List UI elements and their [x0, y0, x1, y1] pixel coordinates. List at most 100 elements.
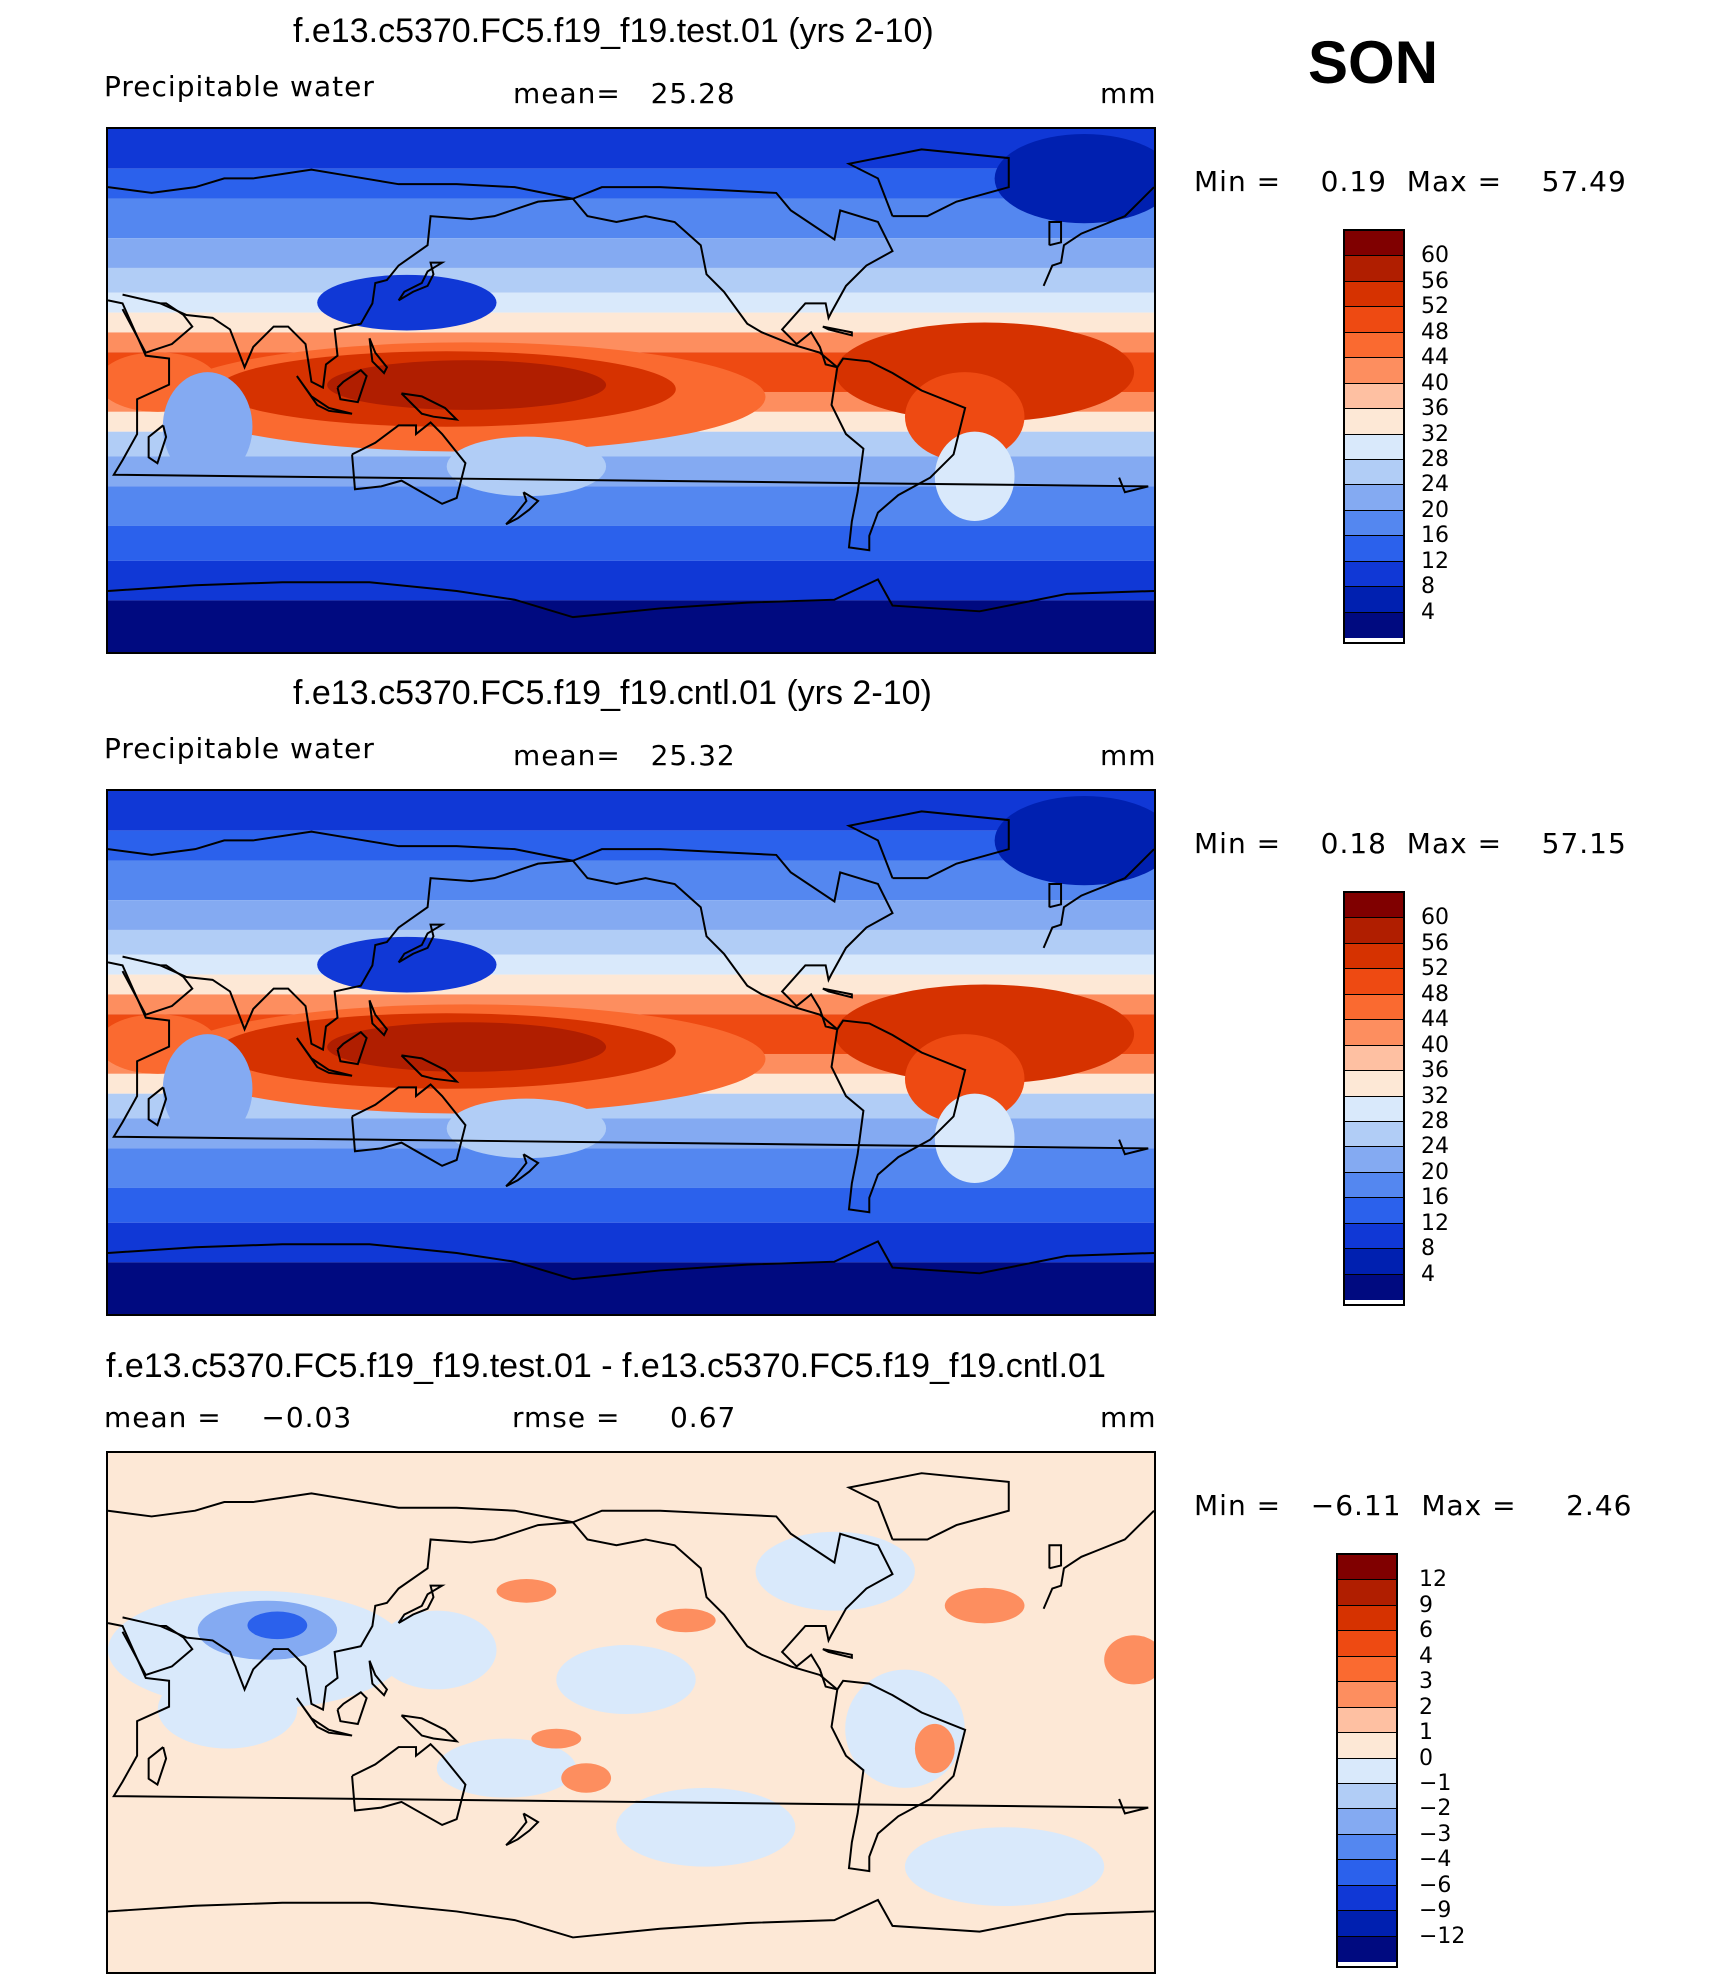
colorbar-tick-label: 44: [1421, 345, 1449, 371]
colorbar-tick-label: 24: [1421, 472, 1449, 498]
colorbar-tick-label: 40: [1421, 1032, 1449, 1058]
field-band: [108, 900, 1154, 930]
coastline: [1042, 848, 1154, 949]
colorbar-tick-label: −12: [1419, 1923, 1466, 1949]
colorbar-segment: [1338, 1860, 1396, 1886]
colorbar-segment: [1345, 612, 1403, 638]
coastline: [1042, 1510, 1154, 1610]
colorbar-tick-label: −4: [1419, 1847, 1452, 1873]
panel-1-colorbar: [1343, 229, 1405, 644]
colorbar-tick-label: 12: [1419, 1567, 1447, 1593]
colorbar-segment: [1345, 1172, 1403, 1199]
coastline: [336, 368, 368, 404]
coastline: [1048, 1544, 1063, 1570]
colorbar-tick-label: 6: [1419, 1618, 1433, 1644]
coastline: [572, 848, 894, 1031]
coastline: [336, 1691, 368, 1726]
field-band: [108, 238, 1154, 268]
coastline: [351, 1083, 467, 1167]
positive-anomaly: [531, 1728, 582, 1749]
field-band: [108, 1187, 1154, 1223]
coastline: [400, 1714, 460, 1743]
colorbar-tick-label: 40: [1421, 370, 1449, 396]
panel-3-rmse: rmse = 0.67: [512, 1401, 737, 1434]
colorbar-segment: [1345, 485, 1403, 511]
colorbar-tick-label: 36: [1421, 396, 1449, 422]
dry-region: [934, 431, 1015, 522]
panel-2-variable: Precipitable water: [104, 732, 375, 765]
panel-3-minmax: Min = −6.11 Max = 2.46: [1194, 1489, 1633, 1522]
colorbar-segment: [1338, 1783, 1396, 1810]
dry-region: [317, 274, 497, 331]
colorbar-tick-label: 20: [1421, 497, 1449, 523]
colorbar-tick-label: 9: [1419, 1592, 1433, 1618]
field-band: [108, 292, 1154, 313]
colorbar-tick-label: −1: [1419, 1770, 1452, 1796]
colorbar-segment: [1345, 1274, 1403, 1300]
moist-region: [835, 322, 1135, 422]
colorbar-segment: [1345, 459, 1403, 486]
colorbar-segment: [1338, 1758, 1396, 1784]
negative-anomaly: [556, 1645, 696, 1714]
coastline: [108, 1240, 1154, 1281]
colorbar-segment: [1345, 231, 1403, 257]
dry-region: [446, 1098, 607, 1159]
colorbar-segment: [1345, 434, 1403, 460]
panel-2-map-svg: [108, 791, 1154, 1314]
colorbar-segment: [1345, 918, 1403, 944]
colorbar-segment: [1345, 1147, 1403, 1173]
dry-region: [317, 936, 497, 993]
coastline: [505, 1812, 540, 1847]
dry-region: [162, 372, 253, 482]
panel-3-mean: mean = −0.03: [104, 1401, 353, 1434]
colorbar-segment: [1338, 1605, 1396, 1632]
field-band: [108, 560, 1154, 601]
panel-3-colorbar: [1336, 1553, 1398, 1968]
coastline: [830, 1679, 967, 1873]
coastline: [368, 1660, 389, 1697]
coastline: [351, 1742, 467, 1827]
panel-1-units: mm: [1100, 77, 1157, 110]
colorbar-segment: [1345, 383, 1403, 410]
panel-1-mean: mean= 25.28: [513, 77, 736, 110]
coastline: [572, 860, 838, 1031]
colorbar-segment: [1338, 1911, 1396, 1937]
field-band: [108, 791, 1154, 831]
panel-3-title: f.e13.c5370.FC5.f19_f19.test.01 - f.e13.…: [106, 1347, 1106, 1385]
coastline: [159, 197, 574, 390]
colorbar-segment: [1345, 1020, 1403, 1046]
diff-region: [287, 1526, 407, 1567]
moist-region: [327, 1022, 607, 1072]
panel-1-variable: Precipitable water: [104, 70, 375, 103]
colorbar-segment: [1345, 1249, 1403, 1275]
coastline: [822, 987, 853, 999]
colorbar-segment: [1345, 994, 1403, 1021]
coastline: [830, 357, 967, 552]
colorbar-tick-label: 24: [1421, 1134, 1449, 1160]
negative-anomaly: [376, 1610, 497, 1690]
coastline: [296, 1697, 353, 1737]
coastline: [505, 491, 540, 526]
colorbar-segment: [1338, 1809, 1396, 1835]
field-band: [108, 267, 1154, 293]
coastline: [108, 1492, 574, 1524]
season-label: SON: [1308, 29, 1439, 96]
coastline: [397, 1584, 446, 1624]
negative-anomaly: [157, 1669, 298, 1749]
colorbar-tick-label: 4: [1419, 1643, 1433, 1669]
positive-anomaly: [944, 1587, 1025, 1624]
colorbar-tick-label: 48: [1421, 981, 1449, 1007]
colorbar-segment: [1345, 307, 1403, 333]
colorbar-segment: [1345, 1121, 1403, 1148]
coastline: [108, 168, 574, 200]
field-band: [108, 129, 1154, 169]
coastline: [296, 1037, 353, 1077]
positive-anomaly: [914, 1723, 955, 1774]
colorbar-segment: [1345, 332, 1403, 359]
colorbar-tick-label: 0: [1419, 1745, 1433, 1771]
colorbar-tick-label: 32: [1421, 1083, 1449, 1109]
panel-2-units: mm: [1100, 739, 1157, 772]
panel-2-minmax: Min = 0.18 Max = 57.15: [1194, 827, 1627, 860]
coastline: [505, 1153, 540, 1188]
colorbar-segment: [1345, 969, 1403, 995]
